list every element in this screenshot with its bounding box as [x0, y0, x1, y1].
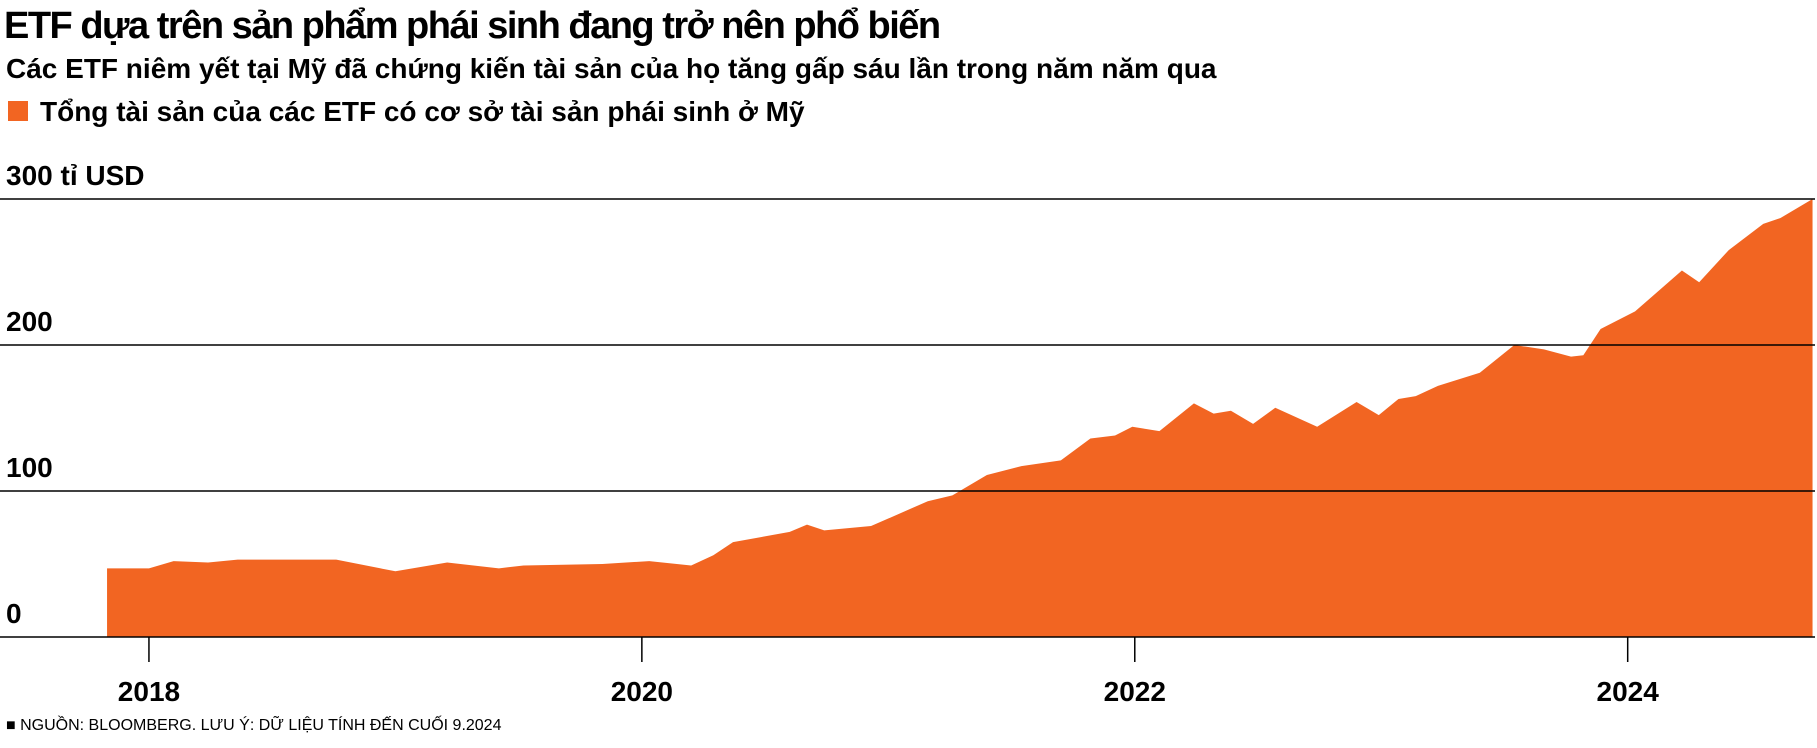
x-tick-label: 2024: [1597, 676, 1660, 707]
x-tick-label: 2022: [1104, 676, 1166, 707]
y-tick-label: 0: [6, 598, 22, 629]
legend-label: Tổng tài sản của các ETF có cơ sở tài sả…: [40, 96, 805, 127]
y-tick-label: 300 tỉ USD: [6, 160, 145, 191]
legend-swatch: [8, 101, 28, 121]
x-tick-label: 2018: [118, 676, 180, 707]
source-note: ■ NGUỒN: BLOOMBERG. LƯU Ý: DỮ LIỆU TÍNH …: [6, 714, 502, 734]
chart-title: ETF dựa trên sản phẩm phái sinh đang trở…: [4, 5, 940, 47]
area: [107, 199, 1813, 637]
y-tick-label: 100: [6, 452, 53, 483]
y-tick-label: 200: [6, 306, 53, 337]
x-tick-label: 2020: [611, 676, 673, 707]
chart-subtitle: Các ETF niêm yết tại Mỹ đã chứng kiến tà…: [6, 53, 1217, 84]
